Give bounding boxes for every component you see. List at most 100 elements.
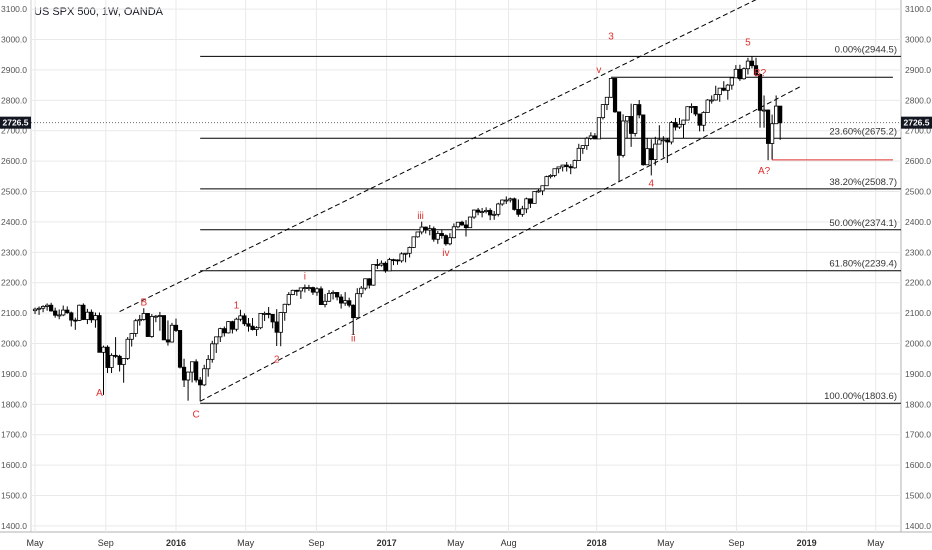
candle-down [250,325,255,330]
x-tick-label: 2017 [377,538,397,548]
candle-down [383,262,388,272]
candle-down [294,289,299,292]
candle-down [737,68,742,80]
candle-up [101,346,106,353]
wave-label: iv [442,248,449,259]
candle-down [431,228,436,240]
candle-up [359,287,364,295]
channel-line [199,86,801,402]
candle-up [548,175,553,178]
candle-up [520,208,525,215]
candle-up [560,164,565,168]
y-tick-label-left: 2800.0 [1,95,27,105]
y-tick-label-right: 1700.0 [905,430,931,440]
y-tick-label-left: 2000.0 [1,339,27,349]
x-tick-label: 2018 [587,538,607,548]
candle-up [580,145,585,149]
candle-up [407,247,412,254]
x-tick-label: May [447,538,465,548]
candle-up [536,190,541,193]
candle-down [612,78,618,113]
candle-up [36,307,42,310]
candle-down [351,304,356,319]
price-tag-left-text: 2726.5 [3,118,29,128]
candle-up [169,324,175,343]
candle-up [141,313,146,320]
candle-up [32,308,38,312]
fib-level-label: 23.60%(2675.2) [829,126,897,137]
candle-down [641,114,646,166]
candle-up [661,139,666,142]
y-tick-label-right: 1600.0 [905,460,931,470]
candle-down [69,312,74,321]
x-tick-label: 2016 [166,538,186,548]
candle-up [210,343,215,360]
candle-up [314,288,320,293]
candle-up [600,104,606,119]
candle-up [608,78,614,98]
wave-label: 4 [648,178,654,189]
wave-label: v [596,65,601,76]
wave-label: iii [417,211,424,222]
candle-down [778,105,783,124]
x-tick-label: May [237,538,255,548]
candle-up [741,68,747,80]
candle-up [254,327,259,330]
candle-up [725,84,730,91]
candle-down [637,104,642,116]
candle-up [415,231,420,238]
candle-up [467,216,473,229]
y-tick-label-left: 2500.0 [1,187,27,197]
candle-up [93,315,98,321]
candle-down [757,74,763,111]
wave-label: ii [351,333,355,344]
candle-down [270,313,275,323]
candle-down [161,315,167,341]
y-tick-label-left: 1400.0 [1,521,27,531]
y-tick-label-right: 1900.0 [905,369,931,379]
candle-up [669,122,674,143]
candle-up [355,293,360,319]
candle-up [572,160,577,169]
wave-label: A [96,388,103,399]
candle-up [403,252,408,255]
candle-up [774,105,779,125]
y-tick-label-right: 3100.0 [905,4,931,14]
candle-down [194,361,199,381]
candle-up [447,237,452,245]
candle-down [181,366,187,381]
y-tick-label-left: 3000.0 [1,35,27,45]
candle-down [89,311,94,321]
wave-label: 2 [274,355,280,366]
candle-up [45,304,50,307]
candle-down [53,310,58,316]
candle-down [222,328,227,334]
candle-up [137,319,142,322]
y-tick-label-left: 2900.0 [1,65,27,75]
y-tick-label-right: 2100.0 [905,308,931,318]
wave-label: i [304,272,306,283]
candle-up [379,262,384,266]
candle-up [234,318,239,330]
candle-down [753,65,759,75]
candle-down [673,122,678,128]
y-tick-label-left: 1500.0 [1,491,27,501]
wave-label: 1 [234,301,240,312]
candle-down [230,321,235,330]
y-tick-label-left: 2100.0 [1,308,27,318]
y-tick-label-left: 1600.0 [1,460,27,470]
candle-down [564,164,569,167]
candle-up [584,137,589,147]
candle-up [588,135,593,139]
y-tick-label-right: 1500.0 [905,491,931,501]
candle-up [109,354,114,368]
y-tick-label-right: 2900.0 [905,65,931,75]
candle-up [85,311,90,320]
candle-up [625,116,630,122]
candle-down [145,313,150,337]
candle-up [343,300,348,304]
candle-down [339,296,344,304]
candle-down [318,288,324,306]
candle-up [262,313,267,315]
